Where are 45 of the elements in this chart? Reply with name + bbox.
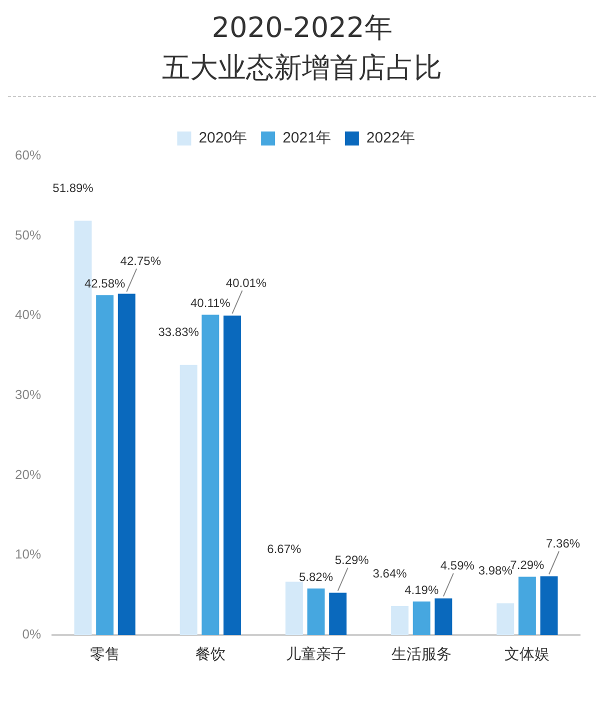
data-label: 51.89% [52,181,94,196]
bar [412,602,430,635]
chart-title: 2020-2022年 [210,10,394,46]
bar [540,576,558,635]
y-tick-label: 60% [14,148,42,163]
data-label: 7.36% [546,536,580,551]
bar [285,582,303,635]
data-label: 4.19% [404,582,439,597]
bar [224,316,241,635]
data-label: 40.01% [226,276,267,290]
y-tick-label: 30% [14,387,42,402]
data-label: 5.82% [298,570,334,584]
data-label: 42.75% [120,254,162,268]
legend-label: 2020年 [198,130,248,147]
data-label: 5.29% [334,553,370,568]
bar [118,294,136,635]
y-tick-label: 10% [14,546,42,562]
y-tick-label: 20% [14,466,42,482]
data-label: 42.58% [84,276,126,290]
bar [496,603,514,635]
x-tick-label: 文体娱 [504,646,550,664]
data-label: 33.83% [158,325,200,340]
legend-label: 2022年 [366,130,415,147]
data-label: 3.64% [372,566,408,580]
legend-label: 2021年 [282,130,331,147]
chart-subtitle: 五大业态新增首店占比 [161,50,443,86]
bar [96,295,114,635]
x-tick-label: 生活服务 [392,646,452,664]
bar [307,588,325,635]
bar [434,598,452,635]
bar [391,606,409,635]
bar [202,314,220,635]
data-label: 3.98% [478,564,513,578]
y-tick-label: 40% [14,307,42,322]
x-tick-label: 餐饮 [195,646,226,664]
data-label: 40.11% [190,296,231,310]
y-tick-label: 50% [14,227,42,242]
x-tick-label: 儿童亲子 [286,646,346,664]
data-label: 4.59% [440,558,475,573]
bar [180,364,198,635]
bar [329,592,347,635]
bar [518,576,536,635]
x-tick-label: 零售 [90,646,120,664]
y-tick-label: 0% [22,626,42,642]
data-label: 6.67% [267,542,302,556]
